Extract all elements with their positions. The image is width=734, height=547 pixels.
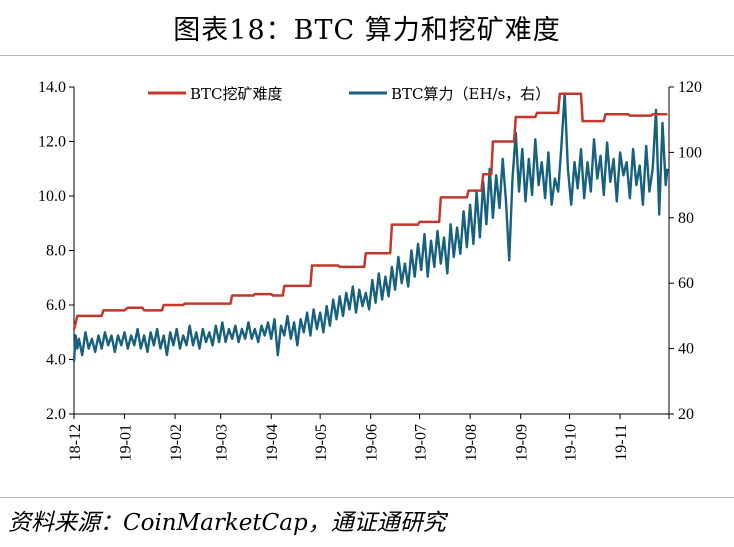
x-tick-label: 19-06 bbox=[364, 424, 381, 461]
chart-title: 图表18：BTC 算力和挖矿难度 bbox=[173, 15, 561, 46]
y-left-tick-label: 14.0 bbox=[38, 79, 66, 96]
legend: BTC挖矿难度 BTC算力（EH/s，右） bbox=[148, 85, 550, 103]
x-tick-label: 19-02 bbox=[168, 424, 185, 461]
x-tick-label: 19-07 bbox=[413, 424, 430, 461]
series-layer bbox=[72, 92, 669, 362]
x-tick-label: 19-10 bbox=[563, 424, 580, 461]
hashrate-line bbox=[72, 92, 669, 362]
x-tick-label: 19-03 bbox=[214, 424, 231, 461]
x-tick-label: 19-08 bbox=[463, 424, 480, 461]
legend-label-difficulty: BTC挖矿难度 bbox=[190, 85, 283, 103]
y-right-tick-label: 120 bbox=[678, 79, 702, 96]
x-tick-label: 19-04 bbox=[264, 424, 281, 461]
source-note: 资料来源：CoinMarketCap，通证通研究 bbox=[8, 510, 446, 536]
x-tick-label: 19-05 bbox=[313, 424, 330, 461]
x-tick-label: 18-12 bbox=[67, 424, 84, 461]
y-right-tick-label: 60 bbox=[678, 275, 694, 292]
y-left-tick-label: 4.0 bbox=[46, 352, 66, 369]
y-right-tick-label: 20 bbox=[678, 406, 694, 423]
legend-label-hashrate: BTC算力（EH/s，右） bbox=[391, 85, 550, 103]
x-tick-label: 19-01 bbox=[118, 424, 135, 461]
y-left-tick-label: 2.0 bbox=[46, 406, 66, 423]
y-left-tick-label: 6.0 bbox=[46, 297, 66, 314]
y-right-tick-label: 40 bbox=[678, 341, 694, 358]
chart-axes: 2.0 4.0 6.0 8.0 10.0 12.0 14.0 20 40 60 80 100 120 18… bbox=[38, 79, 702, 461]
top-divider bbox=[0, 55, 734, 56]
y-right-tick-label: 100 bbox=[678, 144, 702, 161]
y-left-tick-label: 10.0 bbox=[38, 188, 66, 205]
x-tick-label: 19-09 bbox=[514, 424, 531, 461]
bottom-divider bbox=[0, 497, 734, 498]
y-left-tick-label: 8.0 bbox=[46, 243, 66, 260]
difficulty-line bbox=[72, 92, 668, 330]
y-left-tick-label: 12.0 bbox=[38, 134, 66, 151]
x-tick-label: 19-11 bbox=[613, 424, 630, 461]
y-right-tick-label: 80 bbox=[678, 210, 694, 227]
